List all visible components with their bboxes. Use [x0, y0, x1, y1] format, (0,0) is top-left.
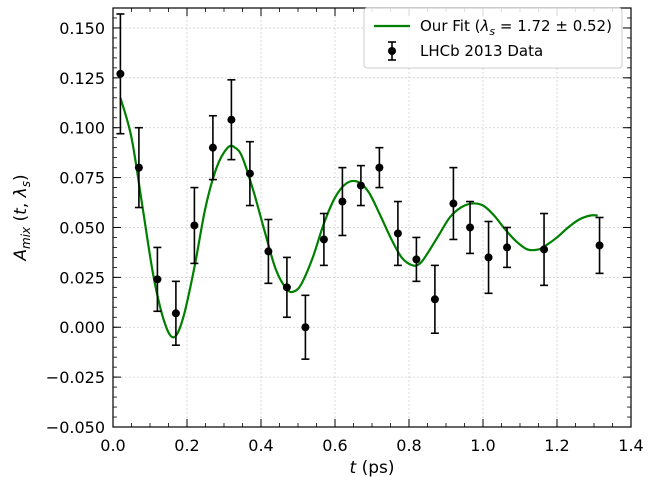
data-point: [393, 200, 402, 267]
data-point: [412, 236, 421, 283]
data-point: [319, 212, 328, 267]
data-marker: [245, 169, 254, 178]
data-point: [375, 146, 384, 189]
data-point: [301, 294, 310, 360]
x-tick-label: 0.2: [174, 436, 199, 455]
data-point: [338, 166, 347, 237]
x-tick-label: 1.0: [470, 436, 495, 455]
data-marker: [503, 243, 512, 252]
x-tick-label: 0.6: [322, 436, 347, 455]
data-marker: [134, 163, 143, 172]
data-marker: [375, 163, 384, 172]
data-marker: [338, 197, 347, 206]
data-marker: [227, 115, 236, 124]
data-marker: [595, 241, 604, 250]
legend: Our Fit (λs = 1.72 ± 0.52) LHCb 2013 Dat…: [363, 7, 623, 69]
data-points-layer: [116, 13, 604, 360]
data-point: [449, 166, 458, 241]
y-tick-label: 0.075: [59, 169, 105, 188]
data-point: [245, 140, 254, 207]
data-marker: [282, 283, 291, 292]
x-tick-label: 1.4: [618, 436, 643, 455]
y-tick-label: 0.000: [59, 318, 105, 337]
data-marker: [264, 247, 273, 256]
data-point: [503, 226, 512, 269]
x-axis-label: t (ps): [350, 458, 395, 477]
legend-data-marker: [388, 47, 396, 55]
data-marker: [319, 235, 328, 244]
y-tick-label: −0.025: [46, 368, 105, 387]
data-marker: [356, 181, 365, 190]
y-tick-label: 0.100: [59, 119, 105, 138]
data-marker: [412, 255, 421, 264]
data-point: [153, 246, 162, 313]
data-marker: [430, 295, 439, 304]
grid: [112, 8, 632, 428]
plot-frame: [112, 7, 632, 428]
data-point: [356, 164, 365, 207]
data-point: [264, 218, 273, 285]
data-point: [430, 264, 439, 335]
data-marker: [449, 199, 458, 208]
y-tick-label: 0.025: [59, 268, 105, 287]
data-marker: [153, 275, 162, 284]
data-point: [208, 114, 217, 181]
axis-ticks: [112, 7, 632, 428]
data-point: [282, 256, 291, 319]
y-tick-label: −0.050: [46, 418, 105, 437]
data-marker: [301, 323, 310, 332]
x-tick-label: 0.4: [248, 436, 273, 455]
x-tick-label: 0.0: [100, 436, 125, 455]
data-marker: [484, 253, 493, 262]
y-tick-label: 0.050: [59, 218, 105, 237]
x-tick-label: 1.2: [544, 436, 569, 455]
data-point: [190, 186, 199, 265]
fit-curve: [119, 97, 598, 339]
x-tick-label: 0.8: [396, 436, 421, 455]
tick-labels: 0.0 0.2 0.4 0.6 0.8 1.0 1.2 1.4 −0.050 −0.025 0.00…: [46, 19, 644, 455]
legend-box: [363, 7, 623, 69]
data-marker: [171, 309, 180, 318]
y-axis-label: Amix (t, λs): [11, 174, 33, 261]
data-marker: [393, 229, 402, 238]
data-point: [484, 220, 493, 295]
data-marker: [116, 69, 125, 78]
data-marker: [540, 245, 549, 254]
fit-curve-layer: [119, 97, 598, 339]
data-point: [171, 280, 180, 346]
data-marker: [190, 221, 199, 230]
data-point: [540, 212, 549, 287]
data-point: [466, 200, 475, 255]
legend-data-label: LHCb 2013 Data: [420, 42, 543, 60]
y-tick-label: 0.150: [59, 19, 105, 38]
data-point: [227, 79, 236, 161]
data-point: [134, 126, 143, 209]
data-point: [595, 216, 604, 275]
data-marker: [466, 223, 475, 232]
data-point: [116, 13, 125, 135]
legend-fit-label: Our Fit (λs = 1.72 ± 0.52): [420, 17, 612, 38]
y-tick-label: 0.125: [59, 69, 105, 88]
data-marker: [208, 143, 217, 152]
